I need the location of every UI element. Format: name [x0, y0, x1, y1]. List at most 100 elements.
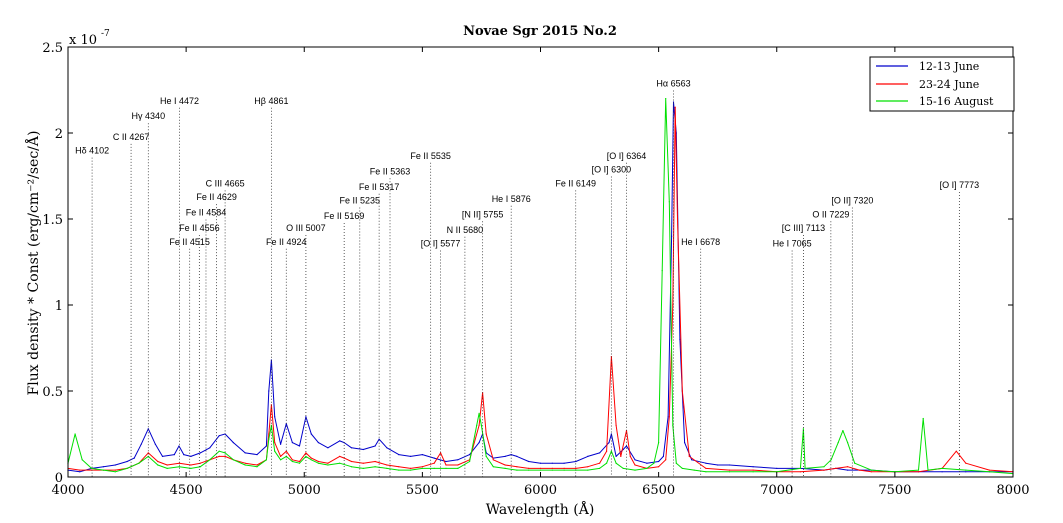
series-point	[587, 466, 589, 468]
line-label: C II 4267	[113, 132, 150, 142]
series-point	[178, 445, 180, 447]
series-point	[74, 433, 76, 435]
series-point	[440, 452, 442, 454]
series-point	[941, 471, 943, 473]
series-point	[480, 424, 482, 426]
series-point	[528, 460, 530, 463]
series-point	[350, 466, 353, 468]
series-point	[374, 466, 376, 468]
series-point	[433, 462, 435, 464]
line-label: [C III] 7113	[782, 223, 825, 233]
series-point	[298, 445, 301, 447]
line-label: Fe II 5235	[340, 196, 381, 206]
series-point	[102, 469, 104, 471]
series-point	[244, 462, 246, 464]
series-point	[870, 471, 872, 473]
series-point	[610, 450, 613, 452]
series-point	[528, 469, 530, 471]
series-point	[421, 454, 423, 456]
series-point	[285, 450, 287, 452]
series-line-1	[67, 101, 1013, 473]
series-point	[374, 445, 376, 447]
series-point	[551, 467, 553, 469]
series-point	[776, 467, 778, 469]
series-point	[492, 459, 494, 461]
series-point	[606, 450, 608, 452]
series-point	[457, 467, 459, 469]
series-point	[608, 442, 610, 444]
series-point	[835, 467, 837, 469]
series-point	[270, 424, 272, 426]
line-label: Fe II 4924	[266, 237, 307, 247]
series-point	[941, 467, 943, 469]
series-point	[599, 452, 601, 454]
series-point	[166, 464, 168, 466]
series-point	[830, 459, 832, 461]
series-line-2	[67, 106, 1014, 473]
series-point	[305, 455, 307, 457]
series-point	[684, 442, 686, 444]
series-point	[870, 469, 872, 471]
series-point	[79, 471, 81, 473]
series-point	[386, 464, 388, 466]
series-point	[209, 447, 211, 449]
series-point	[305, 416, 307, 418]
line-label: [O II] 7320	[831, 196, 873, 206]
series-point	[244, 464, 246, 466]
series-point	[378, 438, 380, 440]
series-point	[485, 455, 487, 457]
line-label: He I 7065	[773, 239, 812, 249]
series-point	[339, 462, 341, 464]
series-point	[291, 442, 293, 444]
y-axis-label: Flux density * Const (erg/cm⁻²/sec/Å)	[24, 131, 42, 396]
x-tick-label: 8000	[996, 483, 1029, 498]
series-point	[178, 466, 180, 468]
series-point	[305, 452, 307, 454]
series-point	[147, 452, 149, 454]
series-point	[665, 459, 667, 461]
series-point	[634, 464, 636, 466]
series-point	[717, 464, 719, 466]
series-point	[157, 464, 159, 466]
series-point	[256, 454, 258, 456]
series-point	[114, 471, 116, 473]
y-exponent-power: -7	[101, 29, 110, 39]
series-point	[668, 201, 670, 203]
series-point	[154, 443, 156, 445]
series-point	[140, 443, 142, 445]
line-label: [O I] 6300	[592, 165, 632, 175]
series-point	[802, 428, 805, 430]
series-point	[310, 457, 312, 459]
series-point	[646, 462, 648, 464]
line-label: Fe II 4584	[186, 208, 227, 218]
series-point	[705, 471, 707, 473]
series-point	[516, 455, 518, 457]
series-point	[362, 448, 364, 451]
series-point	[847, 469, 849, 471]
series-point	[374, 460, 376, 463]
series-point	[646, 467, 648, 469]
series-point	[317, 442, 319, 444]
series-point	[492, 466, 494, 468]
series-point	[965, 471, 967, 473]
series-point	[173, 454, 175, 456]
line-label: Fe II 5535	[410, 151, 451, 161]
series-point	[539, 462, 542, 464]
series-point	[469, 454, 471, 456]
series-point	[799, 471, 802, 473]
series-point	[232, 459, 234, 461]
series-point	[268, 438, 270, 440]
series-point	[587, 469, 589, 471]
series-point	[190, 467, 192, 469]
series-point	[79, 469, 81, 471]
series-point	[847, 442, 849, 444]
series-point	[445, 460, 447, 463]
series-point	[516, 469, 518, 471]
series-point	[927, 469, 929, 471]
series-point	[280, 443, 282, 445]
series-point	[298, 460, 301, 463]
legend-label-june-23: 23-24 June	[919, 78, 979, 91]
series-point	[476, 424, 478, 426]
series-point	[728, 471, 731, 473]
